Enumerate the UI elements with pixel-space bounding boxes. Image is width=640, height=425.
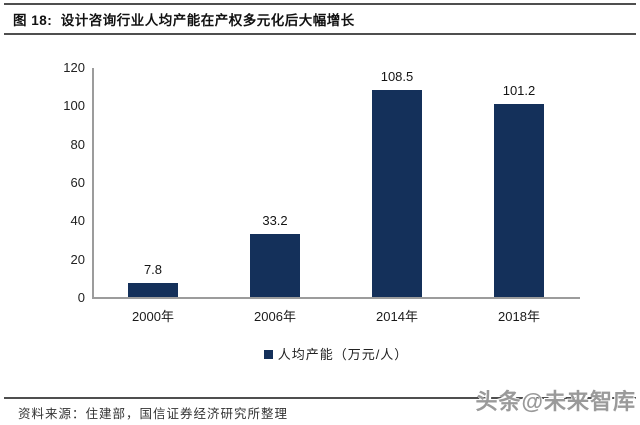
watermark: 头条@未来智库 [475,389,636,414]
bar [494,104,544,298]
bar-value-label: 7.8 [143,262,163,277]
y-tick-label: 40 [70,213,85,229]
bar [128,283,178,298]
legend-label: 人均产能（万元/人） [277,347,409,362]
legend: 人均产能（万元/人） [92,344,580,363]
bar-value-label: 108.5 [380,69,414,84]
x-category-label: 2014年 [376,309,418,324]
y-tick-label: 120 [63,60,85,75]
x-category-label: 2006年 [254,309,296,324]
y-tick-label: 60 [70,175,85,190]
x-category-label: 2000年 [132,309,174,324]
y-axis-line [92,68,94,298]
x-category-label: 2018年 [498,309,540,324]
figure-title: 图 18: 设计咨询行业人均产能在产权多元化后大幅增长 [13,13,355,28]
legend-swatch [263,350,273,360]
x-axis-line [92,297,580,299]
top-divider [4,3,636,5]
bar-value-label: 101.2 [502,83,536,98]
bar-value-label: 33.2 [262,213,288,228]
y-tick-label: 100 [63,98,85,114]
source-note: 资料来源：住建部，国信证券经济研究所整理 [18,407,289,421]
y-tick-label: 20 [70,251,85,267]
title-divider [4,33,636,35]
footer-divider [4,397,636,399]
y-tick-label: 0 [77,290,85,305]
bar [250,234,300,298]
y-tick-label: 80 [70,136,85,152]
bar [372,90,422,298]
